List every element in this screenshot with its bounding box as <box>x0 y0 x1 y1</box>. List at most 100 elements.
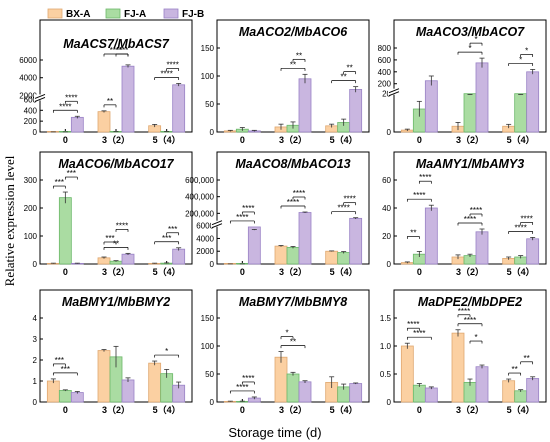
panel-6-ytick-label-2: 40 <box>382 204 391 213</box>
panel-1-axis-break-mark-2 <box>34 96 46 102</box>
panel-3-axis-break-mask <box>388 88 400 95</box>
panel-8-sig-label-2: ** <box>290 338 296 347</box>
panel-5-bar-bx-a-2 <box>325 250 339 265</box>
panel-6-bar-fj-b-1 <box>475 231 489 265</box>
panel-5-ytick-label-2: 4000 <box>196 234 214 243</box>
panel-3-sig-label-2: * <box>519 55 522 64</box>
panel-5-ytick-label-6: 600,000 <box>185 176 214 185</box>
panel-2-ytick-label-2: 100 <box>201 72 215 81</box>
panel-6-sig-label-6: **** <box>520 214 532 223</box>
panel-1-ytick-label-4: 2000 <box>19 91 37 100</box>
panel-7-bar-fj-b-1 <box>121 379 135 403</box>
panel-1-bar-bx-a-1 <box>97 111 111 133</box>
panel-2-ytick-label-3: 150 <box>201 44 215 53</box>
panel-7-ytick-label-0: 0 <box>33 398 38 407</box>
panel-9-ytick-label-2: 1.0 <box>380 342 392 351</box>
legend-swatch-bx-a <box>47 8 63 19</box>
panel-4-ytick-label-3: 300 <box>24 176 38 185</box>
panel-9-bar-bx-a-1 <box>451 332 465 403</box>
panel-1-ytick-label-5: 4000 <box>19 74 37 83</box>
panel-4-sig-label-5: *** <box>162 234 171 243</box>
panel-1-xtick-label-1: 3（2） <box>102 135 130 145</box>
panel-8-xtick-label-1: 3（2） <box>279 405 307 415</box>
panel-2-ytick-label-0: 0 <box>210 128 215 137</box>
panel-9-ytick-label-3: 1.5 <box>380 314 392 323</box>
panel-1-sig-label-4: **** <box>116 46 128 55</box>
panel-4-ytick-label-1: 100 <box>24 232 38 241</box>
panel-5-axis-break-mask <box>211 220 223 227</box>
x-axis-label: Storage time (d) <box>228 425 322 440</box>
panel-8-ytick-label-0: 0 <box>210 398 215 407</box>
panel-5-ytick-label-5: 400,000 <box>185 193 214 202</box>
panel-9-sig-label-4: * <box>474 333 477 342</box>
panel-7-sig-label-0: *** <box>61 365 70 374</box>
panel-3-xtick-label-1: 3（2） <box>456 135 484 145</box>
panel-5-axis-break-mark-2 <box>211 223 223 229</box>
panel-1-axis-break-mark-1 <box>34 93 46 99</box>
panel-5-bar-fj-b-1 <box>298 212 312 265</box>
panel-5-bar-fj-a-2 <box>337 252 351 265</box>
panel-5-bar-bx-a-1 <box>274 245 288 265</box>
panel-3-ytick-label-5: 800 <box>378 44 392 53</box>
panel-4-sig-label-4: **** <box>116 221 128 230</box>
panel-1-axis-break-mask <box>34 94 46 101</box>
panel-1-title: MaACS7/MbACS7 <box>63 37 170 51</box>
panel-8-bar-fj-a-1 <box>286 373 300 403</box>
panel-5-bar-fj-b-0 <box>247 226 261 265</box>
panel-2-title: MaACO2/MbACO6 <box>239 25 348 39</box>
panel-6-sig-label-1: ** <box>410 228 416 237</box>
panel-4-xtick-label-0: 0 <box>63 267 68 277</box>
panel-1-sig-label-3: **** <box>110 46 122 55</box>
panel-1-xtick-label-2: 5（4） <box>153 135 181 145</box>
panel-2-xtick-label-2: 5（4） <box>330 135 358 145</box>
panel-2-sig-label-0: ** <box>290 60 296 69</box>
panel-3-bar-fj-b-2 <box>526 71 540 133</box>
panel-9-ytick-label-0: 0 <box>387 398 392 407</box>
panel-7-xtick-label-1: 3（2） <box>102 405 130 415</box>
panel-4-sig-label-1: *** <box>67 169 76 178</box>
panel-5-xtick-label-2: 5（4） <box>330 267 358 277</box>
panel-7-ytick-label-3: 3 <box>33 335 38 344</box>
panel-1-sig-label-0: **** <box>59 102 71 111</box>
legend-swatch-fj-a <box>105 8 121 19</box>
panel-9-bar-fj-b-2 <box>526 378 540 403</box>
panel-7-sig-label-1: *** <box>55 356 64 365</box>
panel-8-title: MaBMY7/MbBMY8 <box>239 295 347 309</box>
panel-1-xtick-label-0: 0 <box>63 135 68 145</box>
panel-1-sig-label-5: **** <box>160 69 172 78</box>
panel-9-bar-bx-a-0 <box>400 345 414 403</box>
panel-6-xtick-label-1: 3（2） <box>456 267 484 277</box>
panel-4-ytick-label-2: 200 <box>24 204 38 213</box>
panel-6-sig-label-2: **** <box>419 173 431 182</box>
panel-6-sig-label-5: **** <box>514 223 526 232</box>
panel-3-sig-label-3: * <box>525 46 528 55</box>
panel-4-xtick-label-1: 3（2） <box>102 267 130 277</box>
panel-7-bar-bx-a-0 <box>46 380 60 403</box>
panel-7-bar-bx-a-1 <box>97 350 111 403</box>
panel-7-sig-label-2: * <box>165 347 168 356</box>
panel-2-bar-fj-b-2 <box>349 89 363 133</box>
panel-4-xtick-label-2: 5（4） <box>153 267 181 277</box>
panel-7-bar-fj-a-0 <box>58 390 72 403</box>
panel-4-ytick-label-0: 0 <box>33 260 38 269</box>
panel-4-bar-bx-a-1 <box>97 257 111 265</box>
panel-2-sig-label-3: ** <box>347 64 353 73</box>
panel-3-title: MaACO3/MbACO7 <box>416 25 525 39</box>
panel-6-sig-label-0: **** <box>413 191 425 200</box>
panel-1-ytick-label-6: 6000 <box>19 56 37 65</box>
panel-3-bar-fj-b-0 <box>424 80 438 133</box>
panel-5-sig-label-2: **** <box>287 198 299 207</box>
panel-8-ytick-label-1: 50 <box>205 370 214 379</box>
panel-8-sig-label-0: **** <box>236 383 248 392</box>
panel-9-title: MaDPE2/MbDPE2 <box>418 295 522 309</box>
panel-5-ytick-label-4: 200,000 <box>185 209 214 218</box>
panel-3-sig-label-0: * <box>468 44 471 53</box>
panel-5-xtick-label-0: 0 <box>240 267 245 277</box>
panel-6-bar-fj-b-0 <box>424 207 438 265</box>
panel-8-bar-fj-b-2 <box>349 383 363 403</box>
panel-7-bar-bx-a-2 <box>148 362 162 403</box>
panel-8-sig-label-3: * <box>285 329 288 338</box>
panel-7-xtick-label-0: 0 <box>63 405 68 415</box>
panel-6-xtick-label-0: 0 <box>417 267 422 277</box>
